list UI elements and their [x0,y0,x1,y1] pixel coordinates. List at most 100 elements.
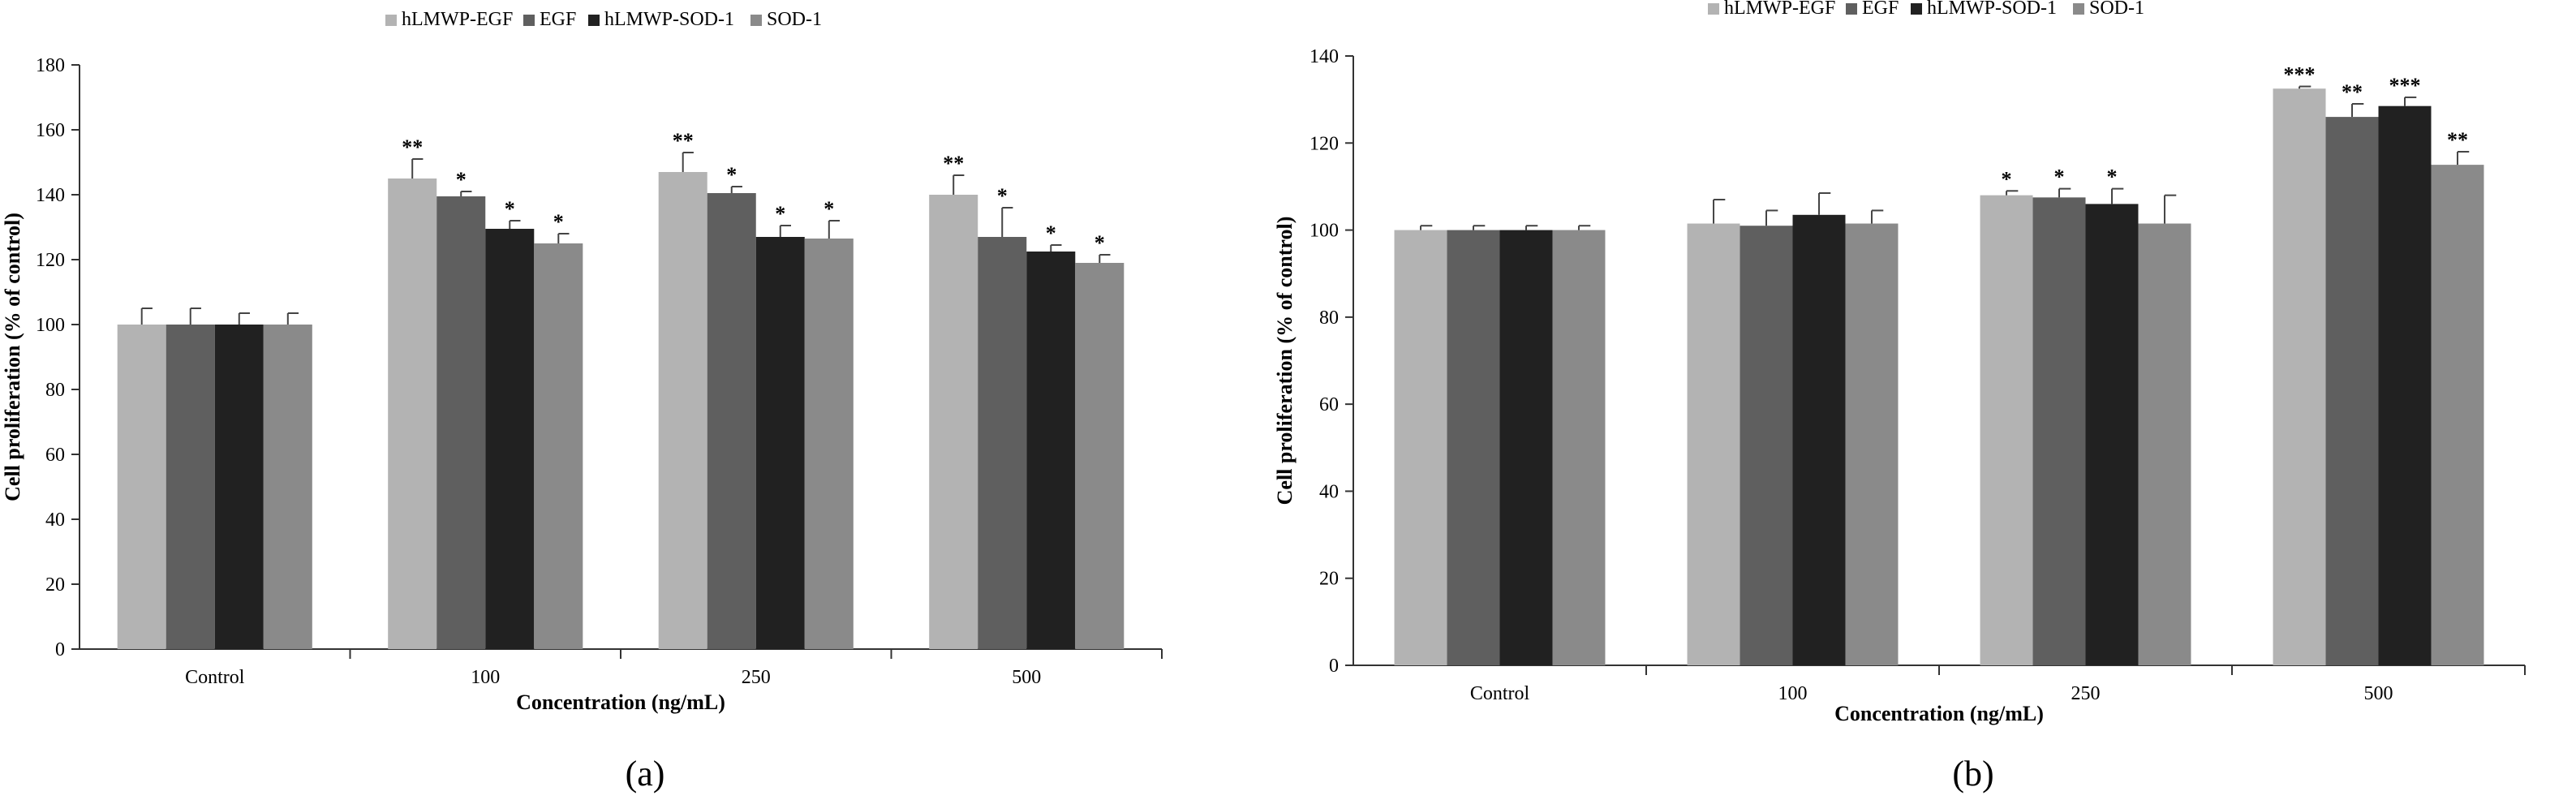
chart-b-legend-swatch [1708,3,1719,15]
chart-a-y-tick-label: 180 [36,55,65,76]
chart-a-x-tick-label: 100 [471,667,500,688]
chart-a-legend-swatch [750,15,762,26]
chart-a-bar-SOD-1-250 [804,239,854,649]
chart-b-x-axis-title: Concentration (ng/mL) [1834,702,2044,725]
chart-b-legend-label: EGF [1862,0,1899,19]
chart-b-legend-label: hLMWP-EGF [1724,0,1835,19]
chart-a-bar-EGF-100 [437,196,486,649]
chart-a-significance-label: ** [943,152,964,175]
chart-b-x-tick-label: 500 [2364,683,2393,704]
chart-b-bar-hLMWP-EGF-500 [2273,88,2326,666]
chart-a-significance-label: * [824,197,834,221]
chart-b-y-axis-title: Cell proliferation (% of control) [1273,217,1297,505]
chart-a-y-tick-label: 40 [45,510,65,531]
chart-a-bar-hLMWP-SOD-1-100 [485,229,535,649]
chart-a-y-tick-label: 20 [45,574,65,596]
chart-b-bar-EGF-250 [2032,197,2086,665]
chart-b-bar-hLMWP-SOD-1-250 [2085,204,2139,665]
chart-a-bar-EGF-500 [978,237,1027,649]
chart-a-bar-hLMWP-EGF-250 [658,172,707,649]
chart-a-legend-label: EGF [540,9,576,30]
chart-b-bar-EGF-Control [1447,230,1500,666]
chart-b-significance-label: *** [2389,74,2420,97]
chart-b-y-tick-label: 20 [1319,569,1339,590]
chart-a-bar-SOD-1-500 [1075,263,1125,649]
chart-a-y-tick-label: 0 [55,639,65,660]
chart-a-significance-label: * [456,168,467,191]
chart-b-y-tick-label: 60 [1319,394,1339,415]
chart-a-x-axis-title: Concentration (ng/mL) [516,690,725,714]
chart-b-y-tick-label: 0 [1329,656,1339,677]
chart-a-significance-label: * [553,210,564,234]
chart-b-y-tick-label: 40 [1319,481,1339,502]
chart-b-legend-swatch [2073,3,2084,15]
chart-a-bar-SOD-1-Control [263,325,312,649]
chart-a-significance-label: * [1094,231,1105,255]
chart-a-y-tick-label: 60 [45,445,65,466]
chart-b-legend-swatch [1846,3,1857,15]
chart-a-bar-hLMWP-SOD-1-Control [214,325,264,649]
chart-b-bar-hLMWP-SOD-1-500 [2378,105,2432,666]
chart-b-bar-hLMWP-EGF-100 [1687,223,1740,665]
chart-a-legend-swatch [523,15,535,26]
chart-a-significance-label: ** [402,135,423,159]
chart-b-bar-SOD-1-100 [1845,223,1899,665]
chart-b-bar-SOD-1-Control [1552,230,1606,666]
chart-b-bar-EGF-100 [1740,226,1793,665]
chart-b-bar-EGF-500 [2325,117,2379,666]
chart-b-legend: hLMWP-EGF EGF hLMWP-SOD-1 SOD-1 [1708,0,2144,19]
chart-a-panel-label: (a) [626,754,665,794]
chart-a-legend-label: SOD-1 [767,9,822,30]
chart-b-x-tick-label: 100 [1778,683,1808,704]
chart-b-panel-label: (b) [1952,754,1993,794]
chart-b-bar-SOD-1-250 [2138,223,2191,665]
chart-a-significance-label: ** [673,129,694,153]
chart-b-significance-label: * [2054,166,2065,189]
chart-b-bar-hLMWP-SOD-1-Control [1499,230,1553,666]
chart-a-significance-label: * [1046,222,1056,245]
chart-a-y-tick-label: 80 [45,380,65,401]
chart-a-y-tick-label: 140 [36,185,65,206]
chart-a-significance-label: * [505,197,515,221]
chart-b-significance-label: ** [2447,128,2468,152]
chart-a-bar-hLMWP-EGF-100 [388,178,437,649]
chart-b-legend-label: SOD-1 [2089,0,2144,19]
chart-a-y-tick-label: 120 [36,250,65,271]
chart-a-x-tick-label: Control [185,667,245,688]
chart-a-legend-swatch [385,15,397,26]
chart-b-y-tick-label: 140 [1310,46,1339,67]
chart-a-y-axis-title: Cell proliferation (% of control) [1,213,24,501]
chart-a-bar-hLMWP-EGF-500 [929,195,978,649]
chart-a-bar-SOD-1-100 [534,243,583,649]
chart-a-legend: hLMWP-EGF EGF hLMWP-SOD-1 SOD-1 [385,9,822,30]
chart-b-bar-SOD-1-500 [2431,165,2484,665]
chart-a-significance-label: * [726,163,737,187]
chart-b-x-tick-label: Control [1470,683,1530,704]
chart-a-bar-hLMWP-SOD-1-500 [1026,252,1076,649]
chart-a-bar-hLMWP-EGF-Control [117,325,166,649]
chart-a-bar-EGF-Control [166,325,215,649]
chart-a-bar-EGF-250 [707,193,756,649]
chart-a-significance-label: * [775,202,785,226]
chart-a-bar-hLMWP-SOD-1-250 [755,237,805,649]
chart-a-legend-swatch [588,15,600,26]
chart-b-y-tick-label: 80 [1319,308,1339,329]
chart-a-legend-label: hLMWP-EGF [402,9,513,30]
chart-b-bar-hLMWP-EGF-250 [1980,195,2033,665]
chart-a-legend-label: hLMWP-SOD-1 [604,9,734,30]
chart-b-significance-label: * [2002,167,2012,191]
chart-b-significance-label: ** [2342,80,2363,104]
chart-b-legend-swatch [1911,3,1922,15]
chart-b-significance-label: *** [2284,63,2316,87]
chart-b-significance-label: * [2106,166,2117,189]
chart-b-y-tick-label: 120 [1310,133,1339,154]
chart-b-x-tick-label: 250 [2071,683,2101,704]
chart-a-x-tick-label: 500 [1012,667,1041,688]
chart-b-y-tick-label: 100 [1310,221,1339,242]
chart-a-y-tick-label: 100 [36,315,65,336]
chart-a-significance-label: * [997,184,1008,208]
chart-a-y-tick-label: 160 [36,120,65,141]
